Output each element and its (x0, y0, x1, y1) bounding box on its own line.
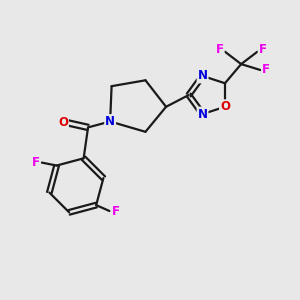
Text: O: O (58, 116, 68, 130)
Text: F: F (259, 43, 267, 56)
Text: N: N (198, 108, 208, 121)
Text: N: N (105, 115, 115, 128)
Text: F: F (216, 43, 224, 56)
Text: F: F (32, 156, 39, 169)
Text: N: N (198, 70, 208, 83)
Text: O: O (220, 100, 230, 113)
Text: F: F (112, 205, 120, 218)
Text: F: F (262, 64, 270, 76)
